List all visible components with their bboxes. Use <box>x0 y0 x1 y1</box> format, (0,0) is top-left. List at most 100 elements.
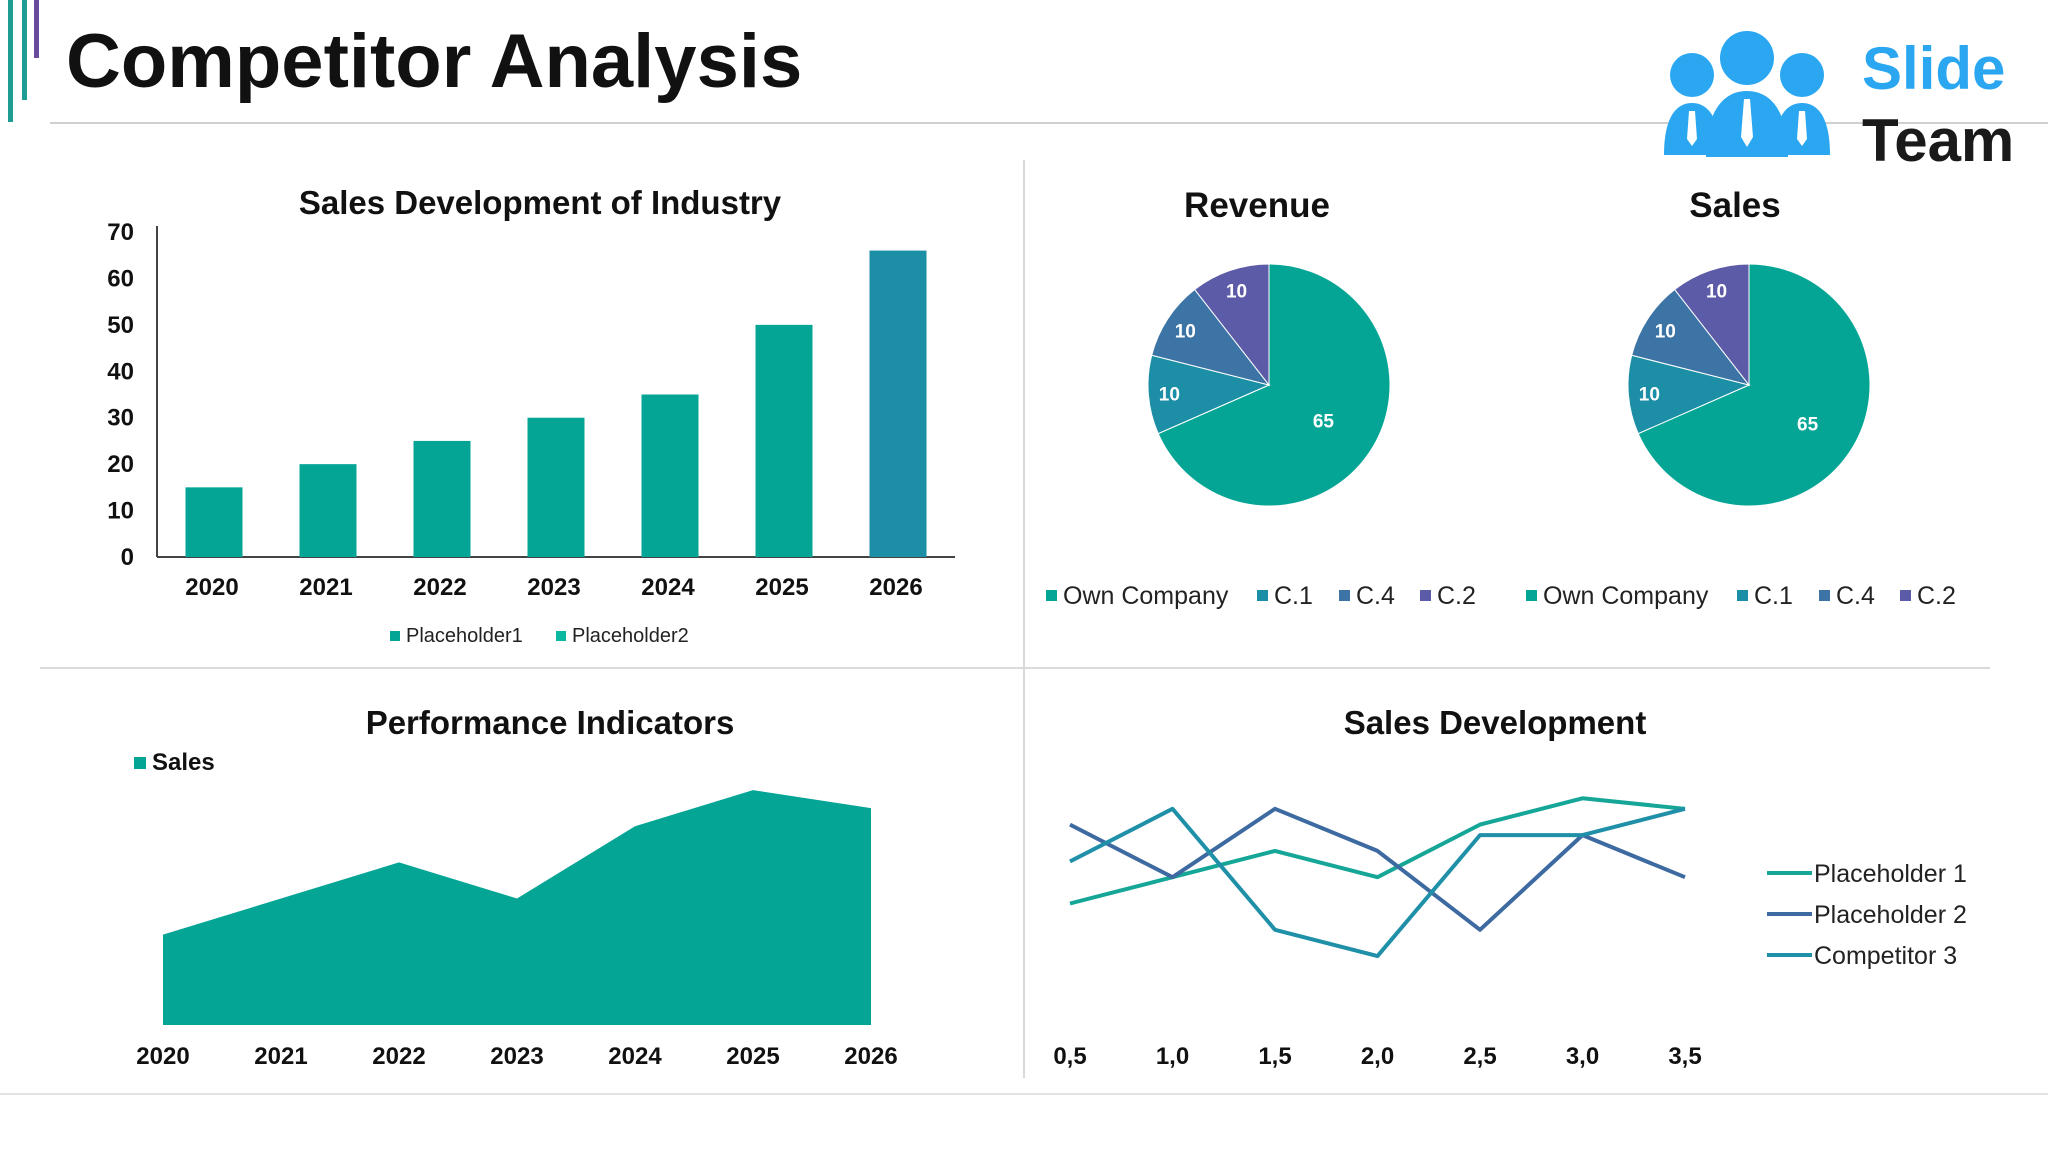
legend-swatch <box>1737 590 1748 601</box>
legend-swatch <box>1339 590 1350 601</box>
pie-slice <box>1631 288 1751 386</box>
legend-swatch <box>390 631 400 641</box>
x-tick-label: 2,0 <box>1361 1043 1394 1070</box>
y-tick-label: 70 <box>107 219 134 246</box>
y-tick-label: 40 <box>107 358 134 385</box>
legend-swatch <box>556 631 566 641</box>
industry-bar-chart: Sales Development of Industry 0 10 20 30 40 50… <box>107 184 955 647</box>
x-tick-label: 2025 <box>755 574 808 601</box>
pie-value-label: 10 <box>1159 384 1180 405</box>
x-tick-label: 2026 <box>869 574 922 601</box>
chart-title: Revenue <box>1184 186 1330 225</box>
pie-value-label: 10 <box>1226 281 1247 302</box>
x-tick-label: 2022 <box>372 1043 425 1070</box>
pie-value-label: 10 <box>1175 321 1196 342</box>
legend-label: C.4 <box>1356 582 1395 610</box>
pie-slice <box>1637 263 1871 507</box>
x-tick-label: 2020 <box>136 1043 189 1070</box>
legend-label: Placeholder 2 <box>1814 901 1967 929</box>
bar <box>527 417 585 557</box>
legend-label: Own Company <box>1063 582 1229 610</box>
page-title: Competitor Analysis <box>66 19 803 104</box>
x-tick-label: 2023 <box>490 1043 543 1070</box>
pie-value-label: 65 <box>1797 414 1819 435</box>
bar <box>299 464 357 557</box>
legend-swatch <box>134 757 146 769</box>
legend-label: Sales <box>152 749 215 776</box>
legend-swatch <box>1046 590 1057 601</box>
bar <box>869 250 927 558</box>
pie-slice <box>1627 354 1751 435</box>
y-tick-label: 20 <box>107 451 134 478</box>
x-tick-label: 1,0 <box>1156 1043 1189 1070</box>
legend-swatch <box>1526 590 1537 601</box>
legend-label: C.2 <box>1917 582 1956 610</box>
x-tick-label: 2023 <box>527 574 580 601</box>
y-tick-label: 0 <box>121 544 134 571</box>
legend-label: C.4 <box>1836 582 1875 610</box>
legend-label: Placeholder1 <box>406 625 523 647</box>
area-series <box>163 790 871 1025</box>
chart-title: Sales <box>1689 186 1780 225</box>
header-divider <box>50 122 2048 124</box>
legend-label: Placeholder 1 <box>1814 860 1967 888</box>
footer-divider <box>0 1093 2048 1095</box>
quadrant-divider-horizontal <box>40 667 1990 669</box>
revenue-pie-chart: Revenue 65 10 10 10 Own Company C.1 C.4 C.2 <box>1046 186 1476 610</box>
pie-slice <box>1673 263 1750 387</box>
accent-bar-middle <box>22 0 27 100</box>
pie-value-label: 10 <box>1655 321 1676 342</box>
y-tick-label: 60 <box>107 265 134 292</box>
x-tick-label: 2022 <box>413 574 466 601</box>
chart-title: Sales Development <box>1344 704 1647 741</box>
line-series <box>1069 806 1686 959</box>
slideteam-logo: Slide Team <box>1664 31 2014 174</box>
pie-value-label: 10 <box>1706 281 1727 302</box>
legend-label: Competitor 3 <box>1814 942 1957 970</box>
sales-development-line-chart: Sales Development Placeholder 1 Placeholde… <box>1053 704 1967 1070</box>
x-tick-label: 1,5 <box>1258 1043 1291 1070</box>
x-tick-label: 0,5 <box>1053 1043 1086 1070</box>
x-tick-label: 2021 <box>299 574 352 601</box>
people-group-icon <box>1664 31 1830 157</box>
pie-slice <box>1157 263 1391 507</box>
y-tick-label: 10 <box>107 498 134 525</box>
y-tick-label: 50 <box>107 312 134 339</box>
chart-title: Sales Development of Industry <box>299 184 782 221</box>
x-tick-label: 2021 <box>254 1043 307 1070</box>
bar <box>641 394 699 557</box>
performance-area-chart: Performance Indicators Sales 2020 2021 2022 2… <box>134 704 898 1070</box>
y-tick-label: 30 <box>107 405 134 432</box>
legend-label: C.1 <box>1754 582 1793 610</box>
chart-title: Performance Indicators <box>366 704 735 741</box>
x-tick-label: 3,0 <box>1566 1043 1599 1070</box>
x-tick-label: 2,5 <box>1463 1043 1496 1070</box>
legend-label: C.2 <box>1437 582 1476 610</box>
logo-line1: Slide <box>1862 35 2005 102</box>
legend-swatch <box>1257 590 1268 601</box>
x-tick-label: 3,5 <box>1668 1043 1701 1070</box>
x-tick-label: 2024 <box>641 574 695 601</box>
pie-value-label: 65 <box>1313 412 1335 433</box>
logo-line2: Team <box>1862 107 2014 174</box>
bar <box>413 440 471 557</box>
legend-swatch <box>1900 590 1911 601</box>
x-tick-label: 2025 <box>726 1043 779 1070</box>
bar <box>755 324 813 557</box>
legend-label: Placeholder2 <box>572 625 689 647</box>
legend-swatch <box>1420 590 1431 601</box>
pie-slice <box>1151 288 1271 386</box>
quadrant-divider-vertical <box>1023 160 1025 1078</box>
x-tick-label: 2026 <box>844 1043 897 1070</box>
legend-label: Own Company <box>1543 582 1709 610</box>
pie-value-label: 10 <box>1639 384 1660 405</box>
line-series <box>1069 806 1686 932</box>
x-tick-label: 2020 <box>185 574 238 601</box>
x-tick-label: 2024 <box>608 1043 662 1070</box>
legend-label: C.1 <box>1274 582 1313 610</box>
sales-pie-chart: Sales 65 10 10 10 Own Company C.1 C.4 C.2 <box>1526 186 1956 610</box>
pie-slice <box>1193 263 1270 387</box>
accent-bar-right <box>34 0 39 58</box>
legend-swatch <box>1819 590 1830 601</box>
bar <box>185 487 243 557</box>
